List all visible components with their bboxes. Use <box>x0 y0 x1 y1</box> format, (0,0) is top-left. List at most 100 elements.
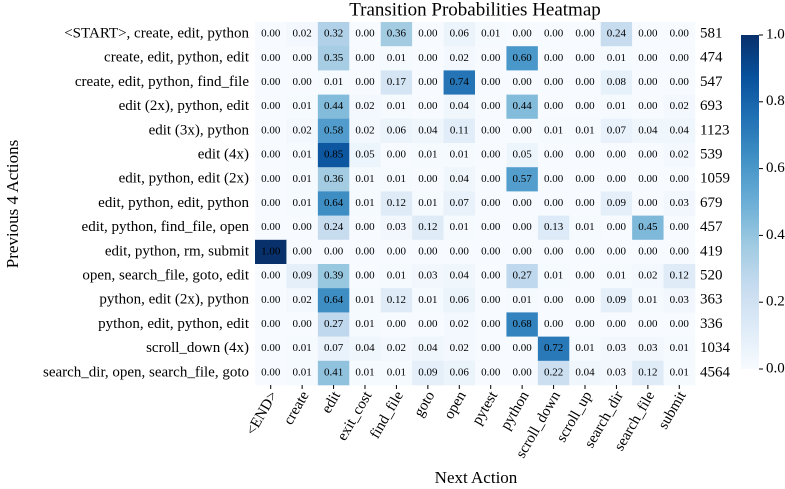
cell-label: 0.00 <box>261 100 281 112</box>
cell-label: 0.09 <box>607 294 627 306</box>
heatmap-cell <box>632 143 664 168</box>
heatmap-cell <box>663 336 696 362</box>
cell-label: 0.00 <box>418 28 438 40</box>
heatmap-cell <box>443 215 476 241</box>
heatmap-cell <box>380 336 413 362</box>
cell-label: 0.09 <box>418 366 438 378</box>
heatmap-cell <box>663 239 696 265</box>
heatmap-cell <box>380 215 413 241</box>
heatmap-cell <box>600 360 633 386</box>
cell-label: 0.24 <box>324 221 344 233</box>
cell-label: 0.01 <box>575 342 594 354</box>
heatmap-cell <box>663 70 696 95</box>
cell-label: 0.02 <box>670 149 689 161</box>
cell-label: 0.00 <box>481 173 501 185</box>
heatmap-cell <box>506 167 539 192</box>
heatmap-cell <box>380 191 413 216</box>
colorbar-tick-label: 0.6 <box>766 160 785 176</box>
cell-label: 0.01 <box>450 149 469 161</box>
cell-label: 0.01 <box>387 52 406 64</box>
heatmap-cell <box>443 312 476 337</box>
heatmap-cell <box>255 239 287 265</box>
cell-label: 0.00 <box>261 342 281 354</box>
heatmap-cell <box>663 264 696 289</box>
cell-label: 0.00 <box>261 318 281 330</box>
cell-label: 0.00 <box>544 318 564 330</box>
cell-label: 0.68 <box>513 318 533 330</box>
cell-label: 0.03 <box>607 366 627 378</box>
row-label: edit, python, edit (2x) <box>119 171 249 187</box>
heatmap-cell <box>537 239 570 265</box>
cell-label: 0.00 <box>387 245 407 257</box>
cell-label: 0.00 <box>513 76 533 88</box>
cell-label: 0.01 <box>418 294 437 306</box>
heatmap-cell <box>632 360 664 386</box>
heatmap-cell <box>475 288 507 313</box>
cell-label: 0.00 <box>293 245 313 257</box>
heatmap-cell <box>537 46 570 71</box>
heatmap-cell <box>286 118 319 144</box>
x-axis-label: Next Action <box>435 468 518 487</box>
cell-label: 0.00 <box>513 221 533 233</box>
cell-label: 0.04 <box>450 173 470 185</box>
cell-label: 0.08 <box>607 76 627 88</box>
cell-label: 0.00 <box>261 294 281 306</box>
heatmap-cell <box>255 22 287 47</box>
cell-label: 0.00 <box>575 294 595 306</box>
heatmap-cell <box>475 264 507 289</box>
heatmap-cell <box>286 312 319 337</box>
cell-label: 0.01 <box>544 124 563 136</box>
cell-label: 0.00 <box>607 149 627 161</box>
cell-label: 0.00 <box>481 149 501 161</box>
heatmap-cell <box>380 118 413 144</box>
heatmap-cell <box>663 288 696 313</box>
cell-label: 0.12 <box>387 197 406 209</box>
cell-label: 0.01 <box>607 52 626 64</box>
column-label: <END> <box>243 389 281 438</box>
row-count: 547 <box>700 74 723 90</box>
heatmap-cell <box>286 70 319 95</box>
heatmap-cell <box>443 360 476 386</box>
cell-label: 0.45 <box>638 221 658 233</box>
heatmap-cell <box>600 22 633 47</box>
heatmap-cell <box>663 143 696 168</box>
row-count: 363 <box>700 292 723 308</box>
heatmap-cell <box>475 46 507 71</box>
cell-label: 0.00 <box>261 366 281 378</box>
cell-label: 0.06 <box>450 294 470 306</box>
cell-label: 0.00 <box>293 318 313 330</box>
heatmap-cell <box>412 94 444 120</box>
heatmap-cell <box>412 264 444 289</box>
cell-label: 0.36 <box>324 173 344 185</box>
cell-label: 0.57 <box>513 173 533 185</box>
cell-label: 0.00 <box>575 149 595 161</box>
heatmap-cell <box>412 143 444 168</box>
cell-label: 0.01 <box>387 270 406 282</box>
cell-label: 0.03 <box>670 197 690 209</box>
cell-label: 0.64 <box>324 197 344 209</box>
cell-label: 0.00 <box>293 221 313 233</box>
heatmap-cell <box>255 143 287 168</box>
heatmap-cell <box>475 118 507 144</box>
heatmap-cell <box>380 143 413 168</box>
cell-label: 0.00 <box>575 245 595 257</box>
cell-label: 0.01 <box>575 124 594 136</box>
heatmap-cell <box>600 191 633 216</box>
heatmap-cell <box>443 336 476 362</box>
heatmap-cell <box>569 22 602 47</box>
heatmap-cell <box>380 264 413 289</box>
heatmap-cell <box>475 336 507 362</box>
row-count: 520 <box>700 268 723 284</box>
heatmap-cell <box>255 191 287 216</box>
row-label: edit (2x), python, edit <box>119 98 250 114</box>
cell-label: 0.00 <box>418 318 438 330</box>
cell-label: 0.00 <box>481 270 501 282</box>
heatmap-cell <box>663 46 696 71</box>
cell-label: 0.00 <box>481 52 501 64</box>
heatmap-cell <box>412 22 444 47</box>
heatmap-cell <box>537 118 570 144</box>
heatmap-cell <box>317 70 350 95</box>
heatmap-cell <box>569 118 602 144</box>
cell-label: 0.01 <box>418 197 437 209</box>
heatmap-cell <box>255 46 287 71</box>
